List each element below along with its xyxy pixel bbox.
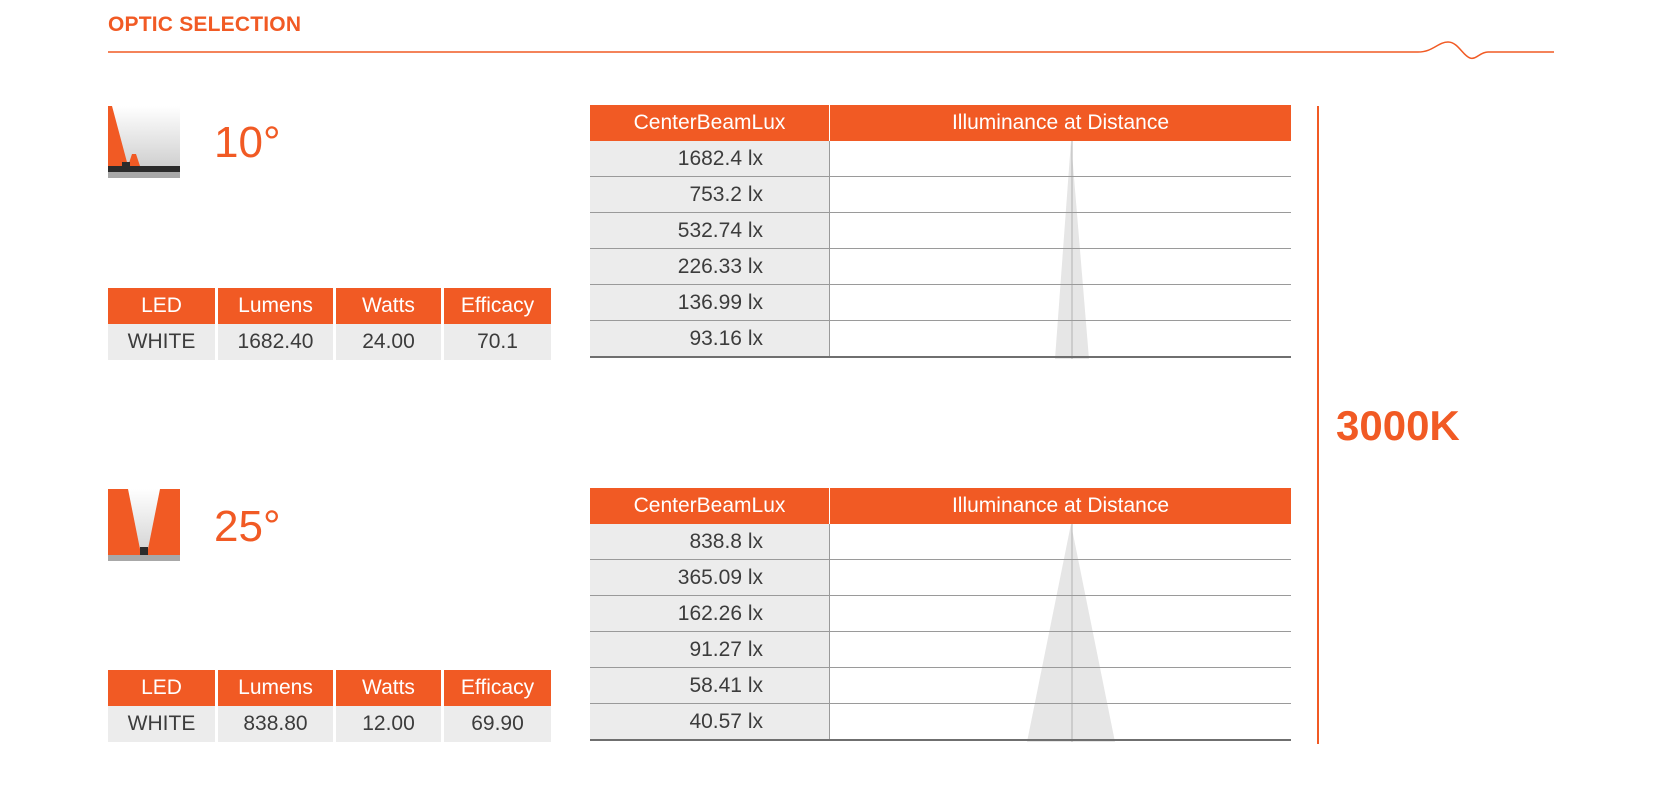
lumens-value: 1682.40 <box>218 324 333 360</box>
lux-value: 136.99 lx <box>590 284 830 321</box>
table-row: WHITE 1682.40 24.00 70.1 <box>108 324 551 360</box>
col-header-lumens: Lumens <box>218 670 333 706</box>
lux-value: 91.27 lx <box>590 631 830 668</box>
watts-value: 24.00 <box>336 324 441 360</box>
center-beam-lux-table: CenterBeamLux Illuminance at Distance 83… <box>590 488 1291 741</box>
led-spec-table: LED Lumens Watts Efficacy WHITE 838.80 1… <box>105 670 554 742</box>
table-row: 753.2 lx <box>590 176 1291 213</box>
table-row: 532.74 lx <box>590 212 1291 249</box>
section-title: OPTIC SELECTION <box>108 13 302 36</box>
table-row: 91.27 lx <box>590 631 1291 668</box>
table-row: 58.41 lx <box>590 667 1291 704</box>
table-row: 40.57 lx <box>590 703 1291 741</box>
col-header-centerbeamlux: CenterBeamLux <box>590 105 830 141</box>
lux-value: 838.8 lx <box>590 524 830 560</box>
table-row: 93.16 lx <box>590 320 1291 358</box>
efficacy-value: 70.1 <box>444 324 551 360</box>
col-header-illuminance: Illuminance at Distance <box>829 105 1291 141</box>
table-row: 226.33 lx <box>590 248 1291 285</box>
lux-value: 162.26 lx <box>590 595 830 632</box>
col-header-efficacy: Efficacy <box>444 670 551 706</box>
table-row: 136.99 lx <box>590 284 1291 321</box>
col-header-centerbeamlux: CenterBeamLux <box>590 488 830 524</box>
center-beam-lux-table: CenterBeamLux Illuminance at Distance 16… <box>590 105 1291 358</box>
medium-beam-optic-icon <box>108 489 180 561</box>
beam-angle-label: 10° <box>214 118 281 167</box>
table-row: 1682.4 lx <box>590 141 1291 177</box>
lux-value: 40.57 lx <box>590 703 830 741</box>
col-header-led: LED <box>108 670 215 706</box>
table-row: 365.09 lx <box>590 559 1291 596</box>
color-temperature-label: 3000K <box>1336 402 1460 449</box>
lumens-value: 838.80 <box>218 706 333 742</box>
lux-value: 532.74 lx <box>590 212 830 249</box>
col-header-watts: Watts <box>336 670 441 706</box>
col-header-illuminance: Illuminance at Distance <box>829 488 1291 524</box>
header-divider <box>108 41 1554 60</box>
col-header-lumens: Lumens <box>218 288 333 324</box>
led-spec-table: LED Lumens Watts Efficacy WHITE 1682.40 … <box>105 288 554 360</box>
led-value: WHITE <box>108 706 215 742</box>
lux-value: 753.2 lx <box>590 176 830 213</box>
lux-value: 365.09 lx <box>590 559 830 596</box>
efficacy-value: 69.90 <box>444 706 551 742</box>
led-value: WHITE <box>108 324 215 360</box>
lux-value: 58.41 lx <box>590 667 830 704</box>
col-header-led: LED <box>108 288 215 324</box>
lux-value: 93.16 lx <box>590 320 830 358</box>
table-row: WHITE 838.80 12.00 69.90 <box>108 706 551 742</box>
table-row: 838.8 lx <box>590 524 1291 560</box>
lux-value: 226.33 lx <box>590 248 830 285</box>
watts-value: 12.00 <box>336 706 441 742</box>
lux-value: 1682.4 lx <box>590 141 830 177</box>
col-header-watts: Watts <box>336 288 441 324</box>
vertical-divider <box>1317 106 1319 744</box>
beam-angle-label: 25° <box>214 502 281 551</box>
col-header-efficacy: Efficacy <box>444 288 551 324</box>
narrow-beam-optic-icon <box>108 106 180 178</box>
table-row: 162.26 lx <box>590 595 1291 632</box>
